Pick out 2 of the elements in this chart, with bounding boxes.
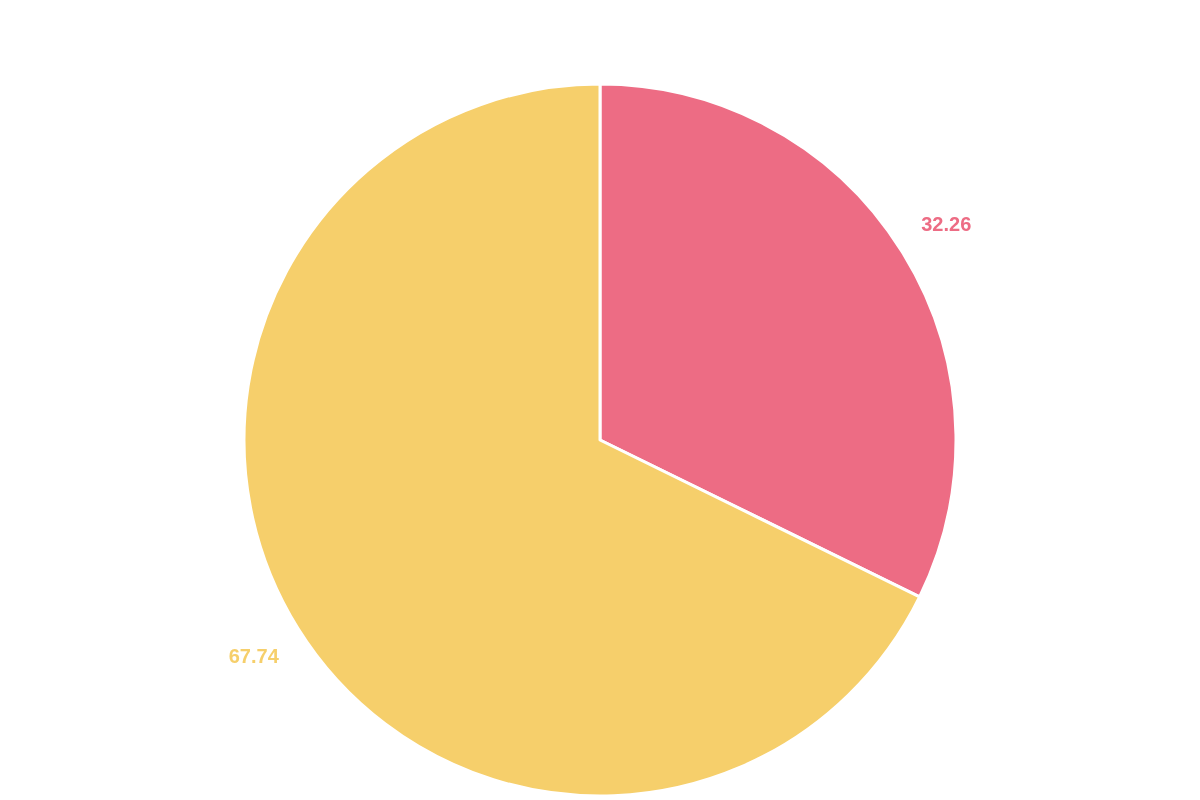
data-label: 67.74 bbox=[228, 644, 280, 667]
data-label: 32.26 bbox=[921, 213, 972, 236]
